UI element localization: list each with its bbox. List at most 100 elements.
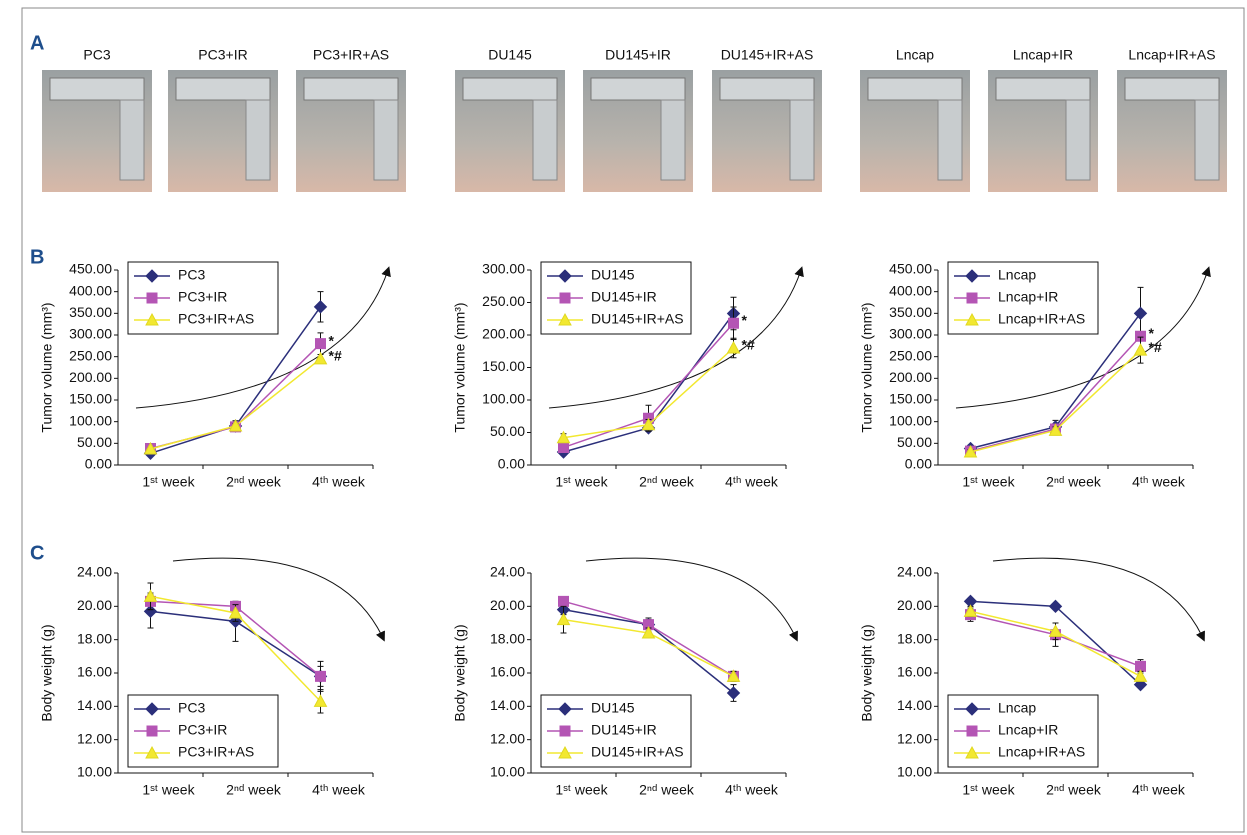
x-tick-label: 1ˢᵗ week (142, 782, 195, 798)
y-tick-label: 100.00 (69, 412, 112, 428)
legend-marker (559, 725, 571, 737)
legend-label: Lncap+IR (998, 289, 1058, 305)
legend-label: Lncap+IR+AS (998, 311, 1085, 327)
data-point (1135, 330, 1146, 342)
legend-label: DU145+IR+AS (591, 311, 684, 327)
x-tick-label: 4ᵗʰ week (725, 782, 779, 798)
y-axis-label: Body weight (g) (452, 624, 468, 721)
data-point (726, 669, 741, 682)
data-point (1133, 343, 1148, 356)
legend-label: DU145 (591, 267, 635, 283)
photo-label: Lncap+IR (1013, 47, 1073, 63)
y-tick-label: 0.00 (498, 456, 525, 472)
y-tick-label: 10.00 (490, 764, 525, 780)
x-tick-label: 2ⁿᵈ week (639, 474, 695, 490)
legend-label: Lncap (998, 700, 1036, 716)
data-point (726, 340, 741, 354)
legend-label: PC3+IR+AS (178, 311, 254, 327)
data-point (641, 417, 656, 431)
y-tick-label: 16.00 (77, 664, 112, 680)
caliper (303, 77, 399, 101)
photo-label: DU145+IR+AS (721, 47, 814, 63)
y-tick-label: 20.00 (490, 597, 525, 613)
legend-marker (558, 312, 572, 326)
y-tick-label: 24.00 (77, 564, 112, 580)
y-tick-label: 10.00 (897, 764, 932, 780)
legend-marker (146, 725, 158, 737)
legend-label: PC3+IR (178, 289, 227, 305)
x-tick-label: 4ᵗʰ week (1132, 474, 1186, 490)
legend-label: PC3+IR (178, 722, 227, 738)
y-tick-label: 400.00 (889, 282, 932, 298)
data-point (963, 444, 978, 458)
y-tick-label: 300.00 (69, 326, 112, 342)
legend-marker (559, 292, 571, 304)
caliper (867, 77, 963, 101)
y-tick-label: 18.00 (77, 630, 112, 646)
x-tick-label: 4ᵗʰ week (312, 782, 366, 798)
y-tick-label: 150.00 (889, 391, 932, 407)
y-tick-label: 18.00 (897, 630, 932, 646)
series-line (970, 349, 1142, 453)
y-tick-label: 300.00 (889, 326, 932, 342)
x-tick-label: 2ⁿᵈ week (1046, 474, 1102, 490)
photo-label: PC3+IR+AS (313, 47, 389, 63)
y-tick-label: 50.00 (77, 434, 112, 450)
data-point (963, 604, 978, 617)
panel-label: A (30, 32, 44, 54)
trend-arrow (172, 557, 385, 642)
y-tick-label: 300.00 (482, 261, 525, 277)
data-point (558, 595, 569, 607)
y-tick-label: 100.00 (482, 391, 525, 407)
data-point (143, 441, 158, 455)
frame (21, 7, 1245, 833)
y-axis-label: Body weight (g) (39, 624, 55, 721)
data-point (728, 317, 739, 329)
x-tick-label: 1ˢᵗ week (142, 474, 195, 490)
photo-label: Lncap (896, 47, 934, 63)
y-axis-label: Tumor volume (mm³) (859, 302, 875, 432)
data-point (558, 441, 569, 453)
legend-label: PC3+IR+AS (178, 744, 254, 760)
legend-label: DU145+IR (591, 722, 657, 738)
x-tick-label: 4ᵗʰ week (725, 474, 779, 490)
caliper (660, 99, 686, 181)
y-tick-label: 14.00 (490, 697, 525, 713)
photo-label: PC3 (83, 47, 110, 63)
caliper (937, 99, 963, 181)
data-point (1048, 599, 1063, 614)
trend-arrow (548, 266, 804, 409)
data-point (228, 418, 243, 432)
data-point (228, 605, 243, 619)
data-point (143, 589, 158, 602)
data-point (556, 430, 571, 444)
y-axis-label: Tumor volume (mm³) (452, 302, 468, 432)
data-point (315, 670, 326, 682)
panel-label: B (30, 246, 44, 268)
series-line (150, 343, 322, 450)
y-tick-label: 0.00 (905, 456, 932, 472)
legend-marker (558, 269, 572, 283)
y-tick-label: 16.00 (490, 664, 525, 680)
caliper (245, 99, 271, 181)
data-point (143, 604, 158, 619)
trend-arrow (992, 557, 1205, 642)
y-tick-label: 350.00 (69, 304, 112, 320)
legend-marker (145, 312, 159, 326)
data-point (641, 625, 656, 639)
y-tick-label: 14.00 (77, 697, 112, 713)
data-point (726, 686, 741, 700)
y-tick-label: 100.00 (889, 412, 932, 428)
y-axis-label: Tumor volume (mm³) (39, 302, 55, 432)
legend-marker (145, 702, 159, 716)
legend-marker (145, 269, 159, 283)
legend-label: DU145+IR (591, 289, 657, 305)
caliper (49, 77, 145, 101)
photo-label: DU145 (488, 47, 532, 63)
y-axis-label: Body weight (g) (859, 624, 875, 721)
legend-marker (558, 702, 572, 716)
x-tick-label: 1ˢᵗ week (962, 782, 1015, 798)
y-tick-label: 12.00 (77, 730, 112, 746)
x-tick-label: 2ⁿᵈ week (639, 782, 695, 798)
